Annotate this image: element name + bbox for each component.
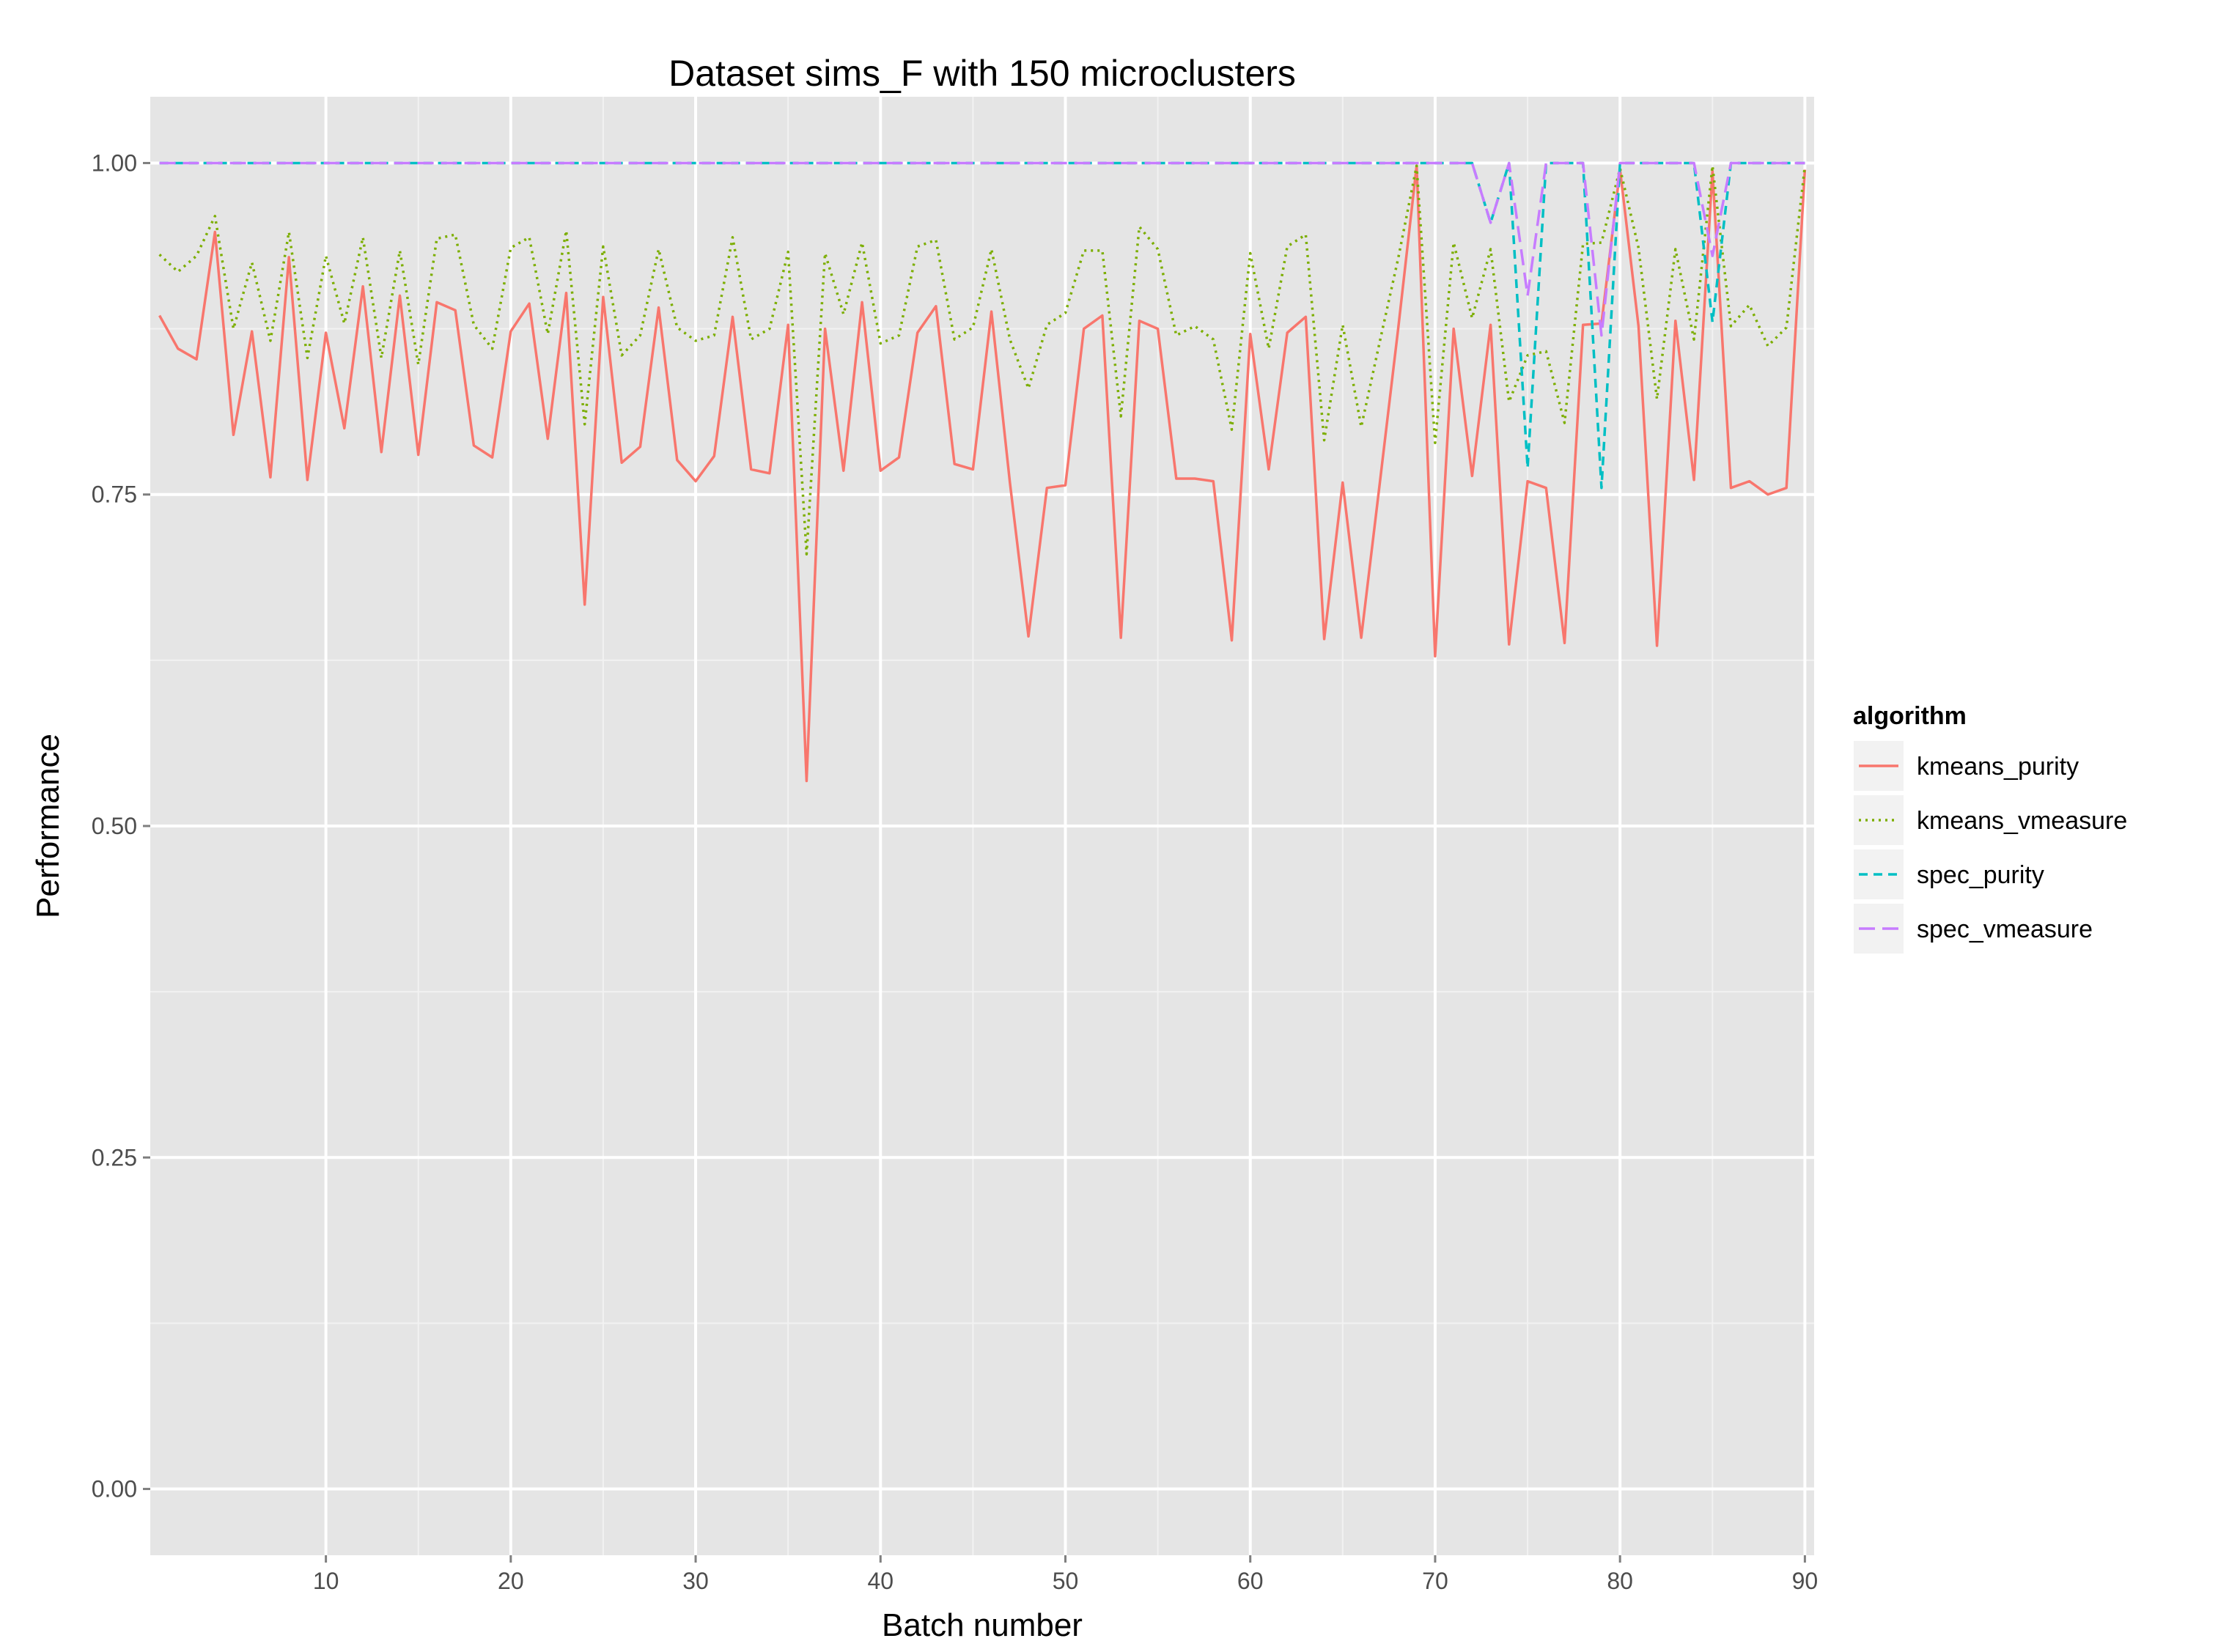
y-tick-label: 0.25 [92,1144,137,1170]
chart-title: Dataset sims_F with 150 microclusters [668,53,1296,94]
x-axis-title: Batch number [882,1607,1083,1643]
legend: algorithm kmeans_purity kmeans_vmeasuresp… [1852,702,2127,955]
y-axis-ticks: 0.00 0.25 0.50 0.75 1.00 [92,150,150,1502]
x-tick-label: 30 [682,1568,709,1594]
y-tick-label: 0.75 [92,482,137,508]
legend-label-spec-vmeasure: spec_vmeasure [1917,915,2093,943]
legend-label-kmeans-vmeasure: kmeans_vmeasure [1917,807,2127,835]
x-axis-ticks: 10 20 30 40 50 60 70 80 90 [313,1555,1818,1594]
y-tick-label: 0.00 [92,1476,137,1502]
x-tick-label: 10 [313,1568,339,1594]
x-tick-label: 80 [1607,1568,1633,1594]
y-tick-label: 1.00 [92,150,137,176]
x-tick-label: 20 [498,1568,524,1594]
x-tick-label: 90 [1792,1568,1819,1594]
x-tick-label: 60 [1237,1568,1264,1594]
series-line-kmeans-purity [158,164,1807,783]
series-layer [158,161,1807,783]
y-tick-label: 0.50 [92,813,137,839]
legend-title: algorithm [1853,702,1967,730]
x-tick-label: 40 [867,1568,894,1594]
legend-label-spec-purity: spec_purity [1917,861,2044,889]
x-tick-label: 50 [1053,1568,1079,1594]
y-axis-title: Performance [30,734,66,918]
legend-label-kmeans-purity: kmeans_purity [1917,753,2079,781]
x-tick-label: 70 [1422,1568,1448,1594]
series-line-spec-vmeasure [159,161,1805,337]
